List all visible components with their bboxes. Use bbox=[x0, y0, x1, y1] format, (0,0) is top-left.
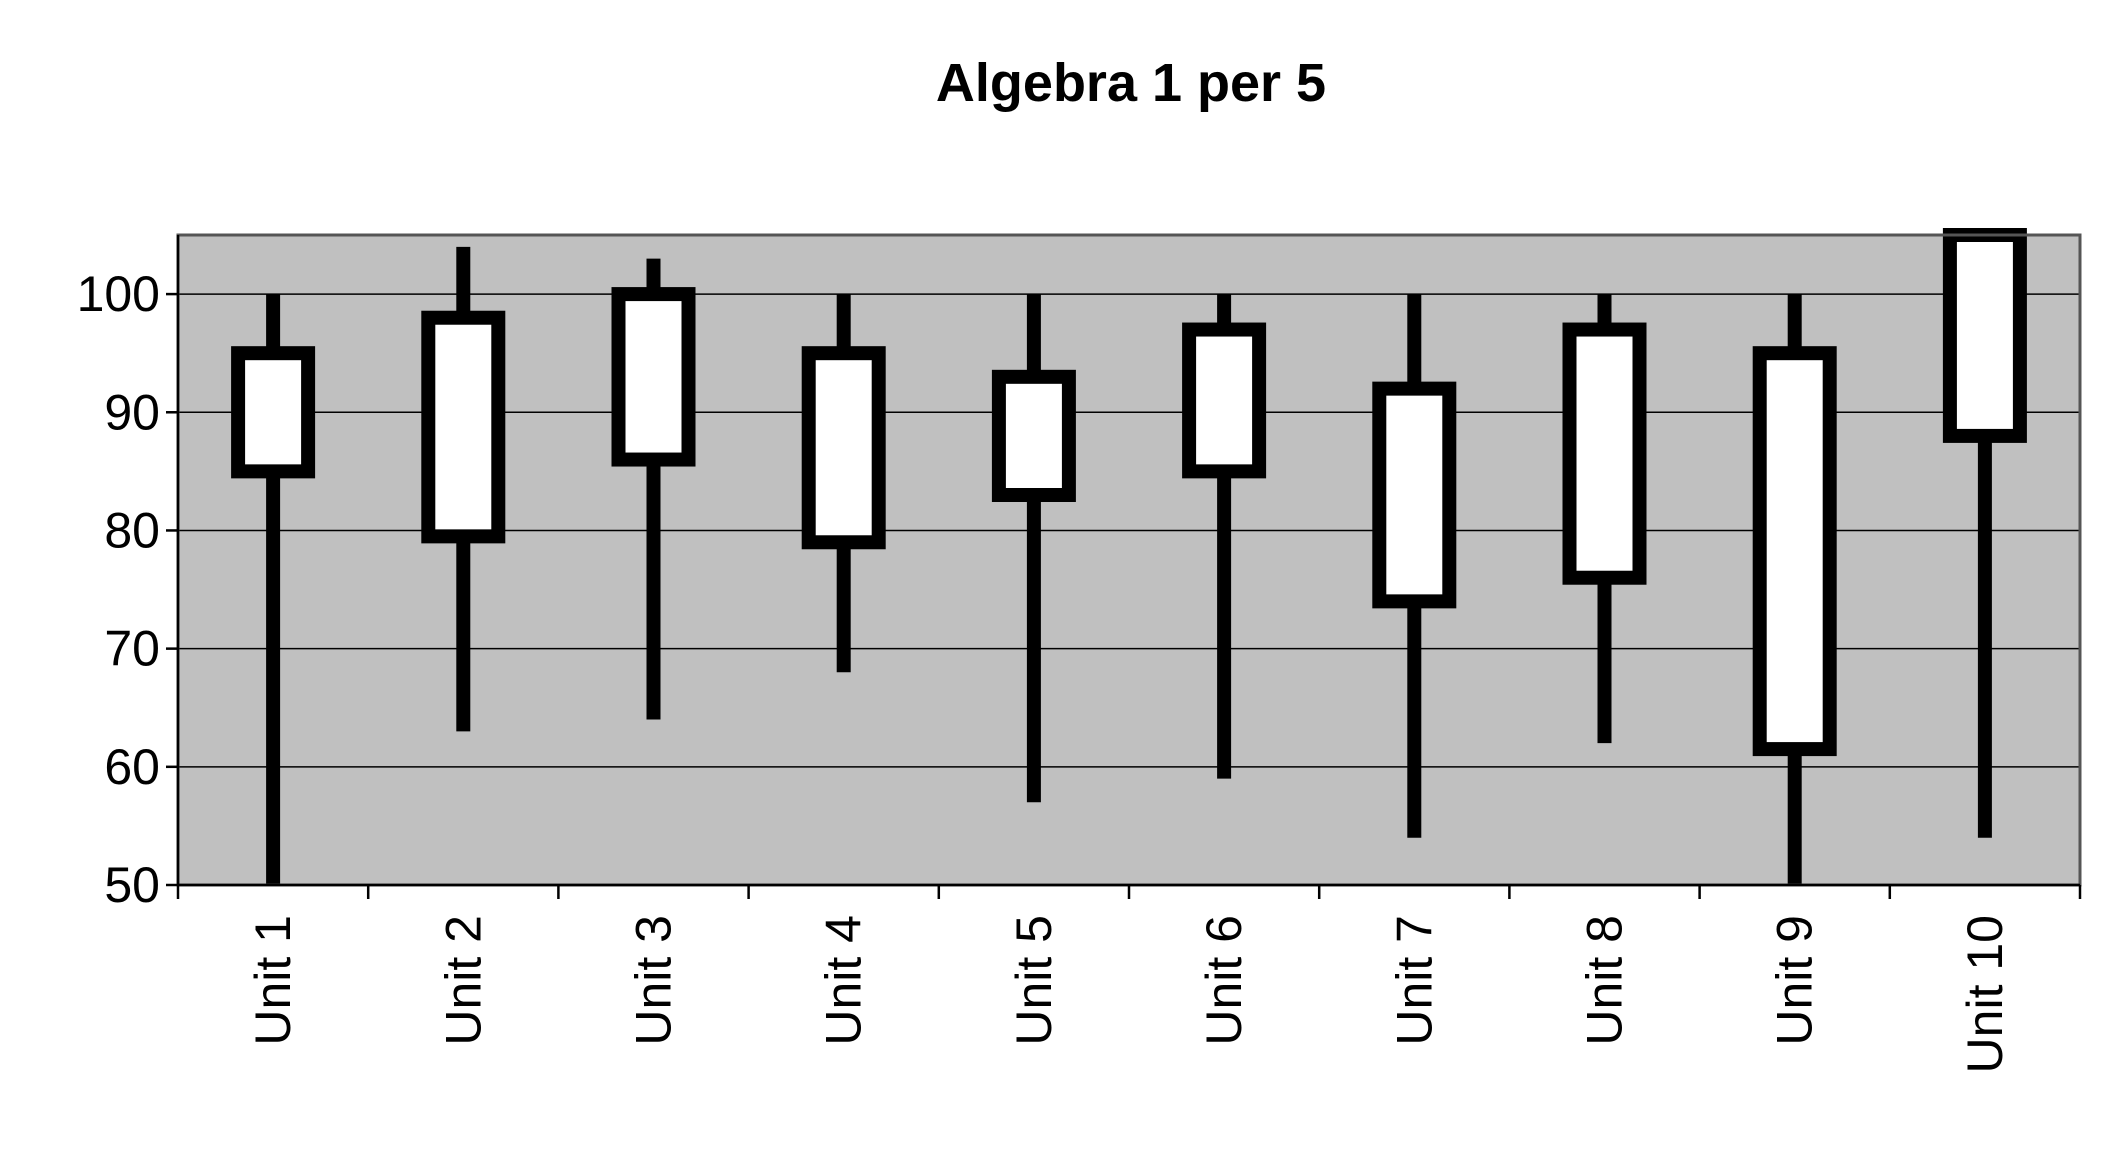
box-unit-5 bbox=[991, 369, 1076, 502]
box-unit-6 bbox=[1182, 322, 1267, 479]
box-unit-9 bbox=[1752, 346, 1837, 757]
box-unit-7 bbox=[1372, 381, 1457, 609]
y-tick-label-90: 90 bbox=[104, 384, 160, 440]
box-unit-2 bbox=[421, 310, 506, 544]
box-marks bbox=[231, 228, 2027, 885]
x-tick-label-3: Unit 3 bbox=[626, 915, 682, 1046]
box-unit-4 bbox=[801, 346, 886, 550]
x-tick-label-7: Unit 7 bbox=[1386, 915, 1442, 1046]
x-tick-label-8: Unit 8 bbox=[1577, 915, 1633, 1046]
x-tick-label-4: Unit 4 bbox=[816, 915, 872, 1046]
x-tick-label-9: Unit 9 bbox=[1767, 915, 1823, 1046]
box-unit-8 bbox=[1562, 322, 1647, 585]
x-tick-label-2: Unit 2 bbox=[435, 915, 491, 1046]
x-tick-label-10: Unit 10 bbox=[1957, 915, 2013, 1073]
y-tick-label-50: 50 bbox=[104, 857, 160, 913]
x-tick-label-1: Unit 1 bbox=[245, 915, 301, 1046]
box-unit-1 bbox=[231, 346, 316, 479]
box-unit-3 bbox=[611, 287, 696, 467]
axes: 50 60 70 80 90 100 Unit 1 Unit 2 Unit 3 Unit 4 Uni… bbox=[77, 235, 2082, 1073]
y-tick-label-70: 70 bbox=[104, 621, 160, 677]
x-tick-label-5: Unit 5 bbox=[1006, 915, 1062, 1046]
y-tick-label-60: 60 bbox=[104, 739, 160, 795]
x-tick-label-6: Unit 6 bbox=[1196, 915, 1252, 1046]
chart-title: Algebra 1 per 5 bbox=[936, 53, 1326, 113]
box-unit-10 bbox=[1942, 228, 2027, 443]
y-tick-label-80: 80 bbox=[104, 502, 160, 558]
y-tick-label-100: 100 bbox=[77, 266, 160, 322]
